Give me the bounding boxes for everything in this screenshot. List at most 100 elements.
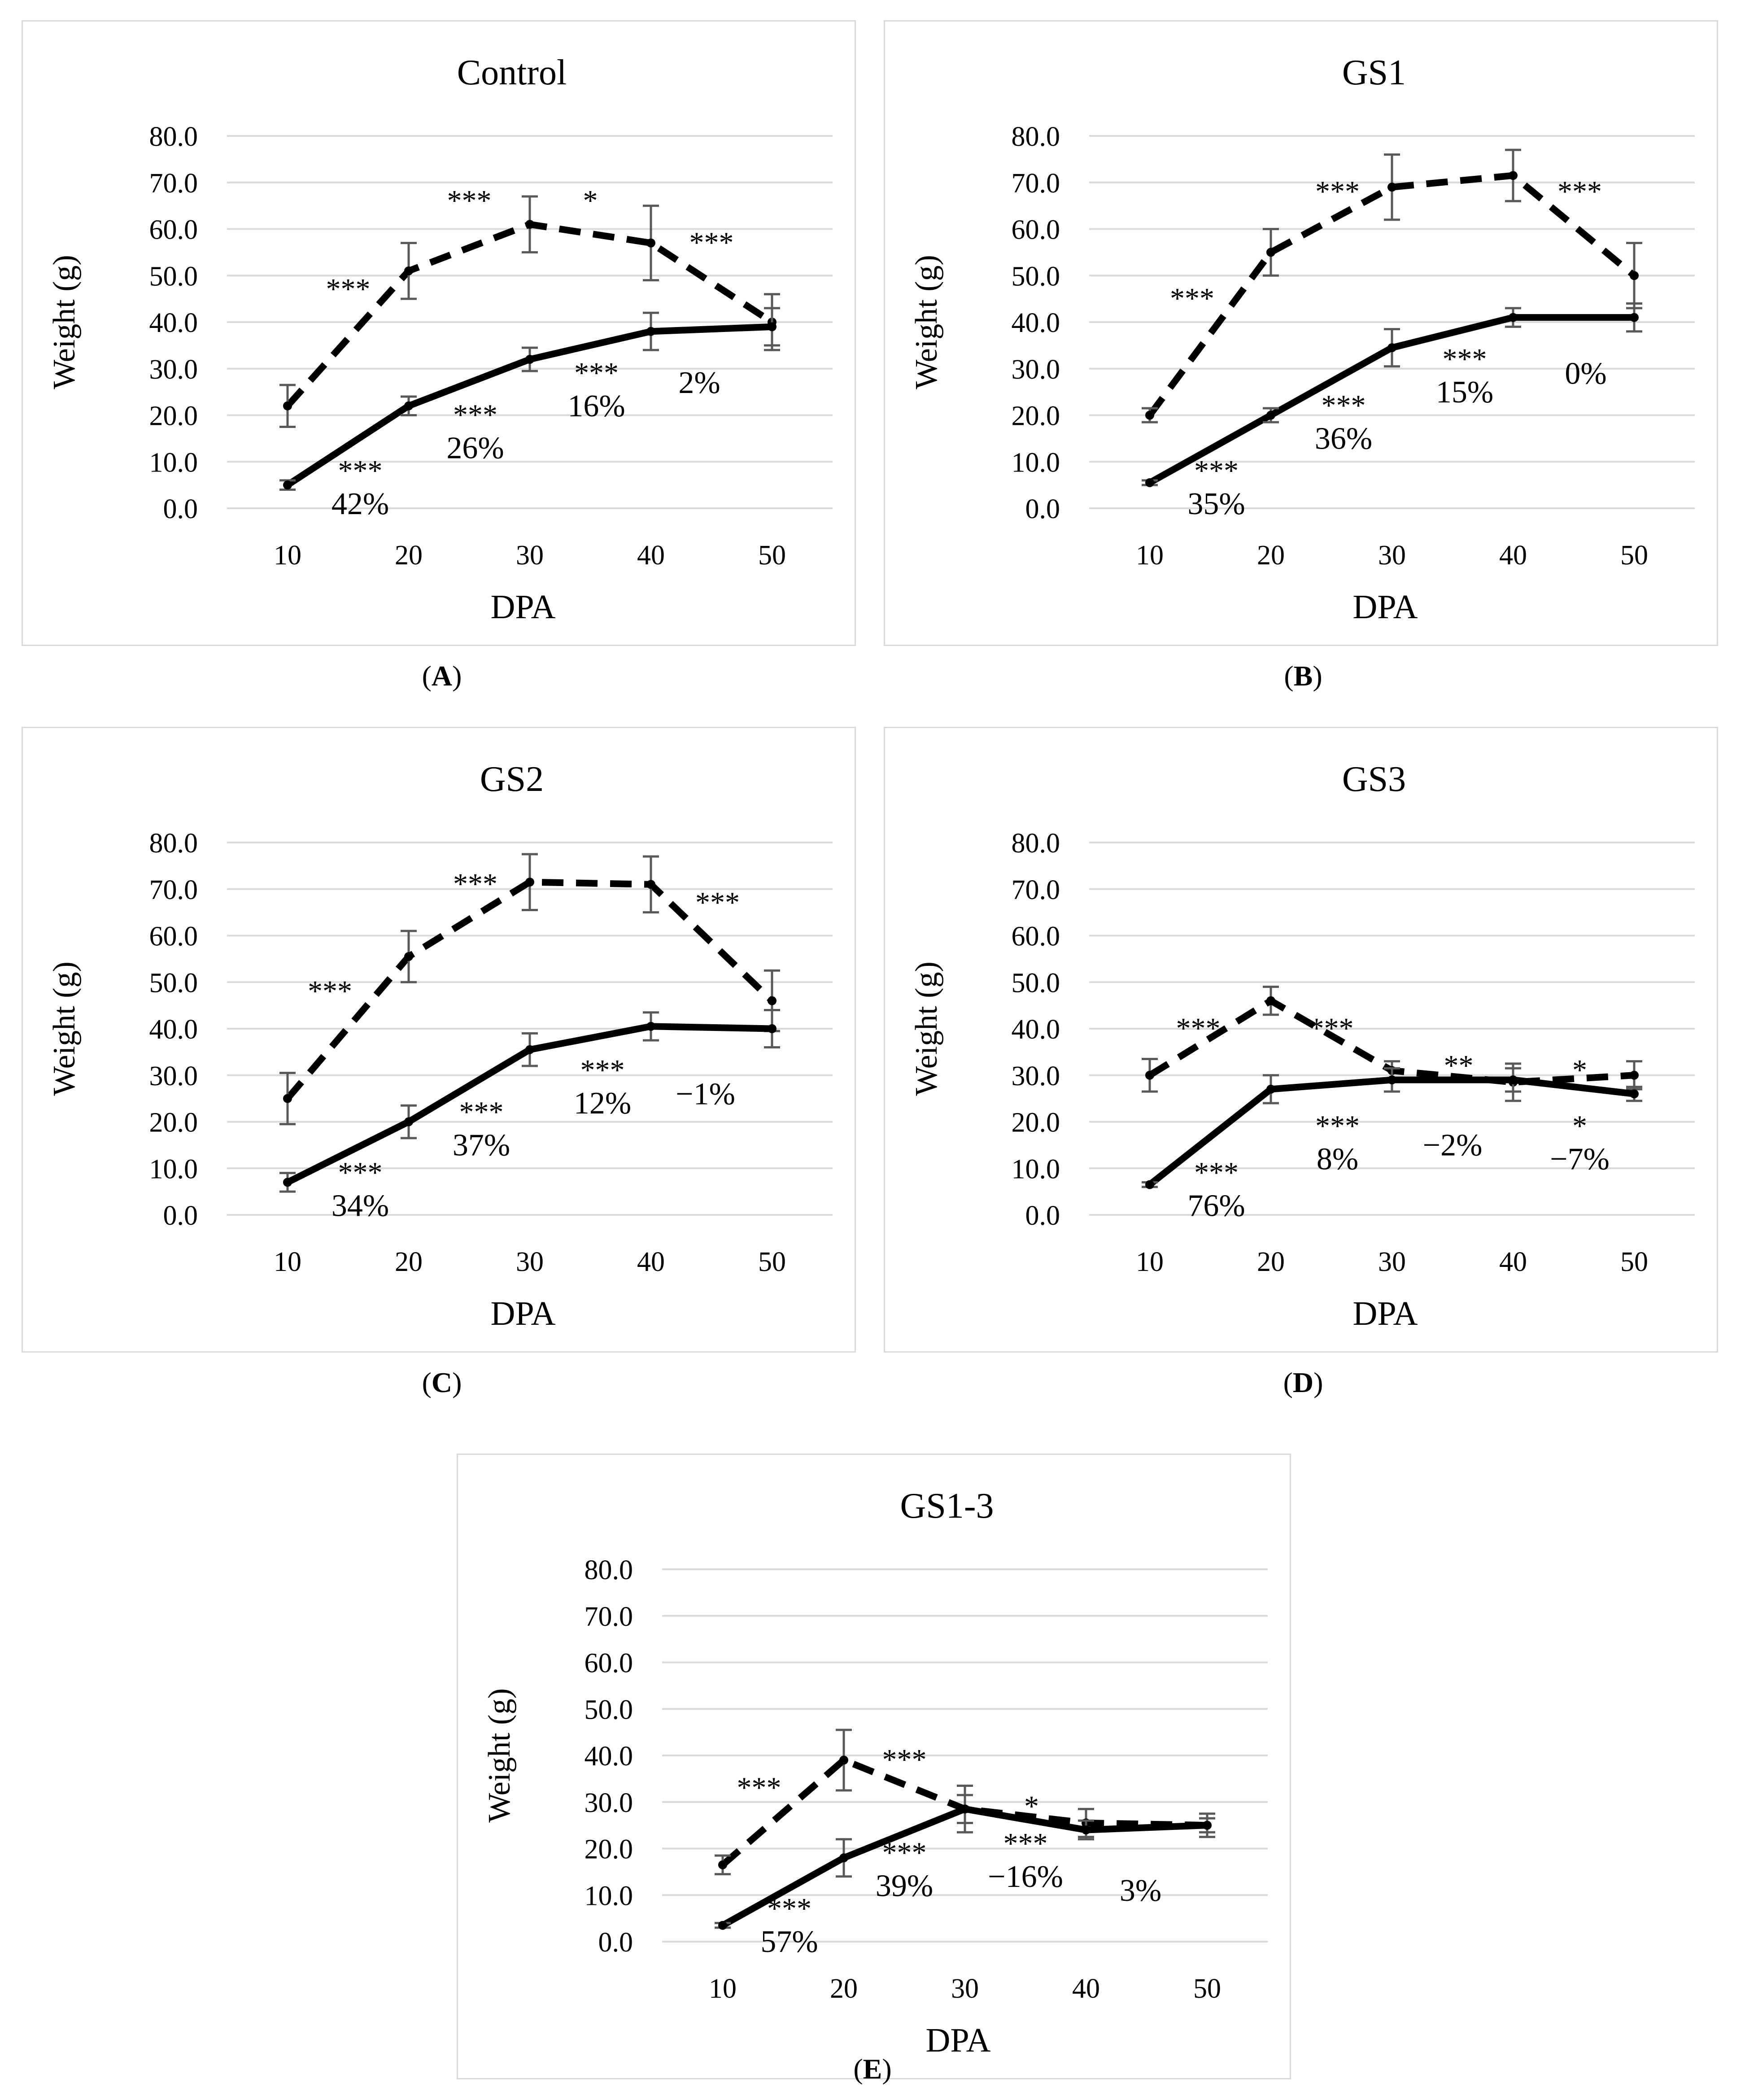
- y-tick-label: 80.0: [149, 828, 198, 859]
- data-point-solid: [1266, 410, 1275, 420]
- percent-change-label: 26%: [446, 431, 504, 465]
- y-tick-label: 30.0: [585, 1788, 633, 1818]
- x-axis-label: DPA: [1352, 588, 1418, 626]
- y-tick-label: 70.0: [585, 1602, 633, 1632]
- y-tick-label: 10.0: [1012, 1154, 1060, 1184]
- y-tick-label: 50.0: [1012, 261, 1060, 292]
- x-tick-label: 30: [516, 1247, 544, 1277]
- x-tick-label: 40: [1072, 1973, 1100, 2004]
- y-tick-label: 0.0: [163, 494, 198, 524]
- x-tick-label: 10: [274, 1247, 301, 1277]
- significance-label: ***: [1322, 389, 1366, 422]
- data-point-dashed: [718, 1860, 727, 1869]
- y-tick-label: 50.0: [149, 261, 198, 292]
- y-tick-label: 70.0: [149, 875, 198, 905]
- y-tick-label: 80.0: [149, 122, 198, 152]
- data-point-dashed: [839, 1755, 848, 1765]
- significance-label: ***: [580, 1054, 625, 1087]
- significance-label: ***: [326, 273, 371, 306]
- data-point-solid: [525, 355, 534, 364]
- y-tick-label: 20.0: [1012, 401, 1060, 432]
- y-tick-label: 20.0: [585, 1834, 633, 1865]
- significance-label: ***: [453, 398, 497, 431]
- data-point-solid: [646, 1022, 655, 1031]
- panel-caption: (D): [1283, 1367, 1323, 1398]
- percent-change-label: 35%: [1187, 487, 1245, 521]
- chart-svg: GS3 0.0 10.0 20.0 30.0 40.0 50.0 60.0 70.0 80.0 10…: [909, 760, 1695, 1332]
- data-point-dashed: [646, 238, 655, 248]
- y-tick-label: 80.0: [1012, 828, 1060, 859]
- data-point-solid: [1266, 1084, 1275, 1094]
- x-tick-label: 10: [1136, 540, 1164, 571]
- data-point-solid: [1509, 313, 1518, 322]
- chart-panel-b: GS1 0.0 10.0 20.0 30.0 40.0 50.0 60.0 70.0 80.0 10…: [884, 20, 1718, 646]
- x-tick-label: 30: [951, 1973, 979, 2004]
- x-axis-label: DPA: [925, 2021, 990, 2059]
- significance-label: ***: [882, 1743, 927, 1776]
- data-point-dashed: [404, 952, 413, 961]
- significance-label: ***: [689, 226, 734, 259]
- y-tick-label: 40.0: [1012, 1014, 1060, 1045]
- y-tick-label: 0.0: [1025, 1201, 1060, 1231]
- data-point-solid: [1145, 478, 1154, 487]
- significance-label: ***: [453, 868, 497, 900]
- data-point-dashed: [525, 220, 534, 229]
- x-tick-label: 40: [1499, 1247, 1527, 1277]
- y-tick-label: 70.0: [1012, 875, 1060, 905]
- x-tick-label: 20: [1257, 1247, 1285, 1277]
- significance-label: ***: [1194, 1156, 1239, 1189]
- percent-change-label: 15%: [1436, 375, 1493, 410]
- chart-svg: GS2 0.0 10.0 20.0 30.0 40.0 50.0 60.0 70.0 80.0 10…: [47, 760, 833, 1332]
- significance-label: ***: [308, 975, 352, 1008]
- percent-change-label: −7%: [1550, 1142, 1610, 1177]
- panel-caption: (E): [853, 2053, 892, 2085]
- percent-change-label: 57%: [760, 1925, 818, 1959]
- data-point-dashed: [646, 880, 655, 889]
- significance-label: ***: [1443, 343, 1487, 375]
- data-point-solid: [839, 1853, 848, 1863]
- significance-label: ***: [1194, 454, 1239, 487]
- y-tick-label: 70.0: [1012, 168, 1060, 199]
- y-tick-label: 40.0: [1012, 308, 1060, 338]
- significance-label: ***: [1309, 1012, 1354, 1045]
- y-tick-label: 30.0: [149, 354, 198, 385]
- data-point-dashed: [1266, 248, 1275, 257]
- percent-change-label: 3%: [1120, 1873, 1161, 1908]
- x-tick-label: 50: [758, 540, 786, 571]
- chart-svg: GS1-3 0.0 10.0 20.0 30.0 40.0 50.0 60.0 70.0 80.0…: [482, 1486, 1268, 2059]
- significance-label: *: [583, 184, 598, 217]
- y-tick-label: 80.0: [1012, 122, 1060, 152]
- data-point-solid: [525, 1045, 534, 1054]
- panel-caption: (B): [1284, 660, 1322, 692]
- series-line-dashed: [1147, 172, 1636, 417]
- percent-change-label: 36%: [1315, 422, 1372, 456]
- y-tick-label: 40.0: [149, 1014, 198, 1045]
- data-point-solid: [768, 322, 777, 332]
- y-tick-label: 30.0: [149, 1061, 198, 1091]
- significance-label: ***: [1170, 282, 1214, 315]
- significance-label: *: [1572, 1054, 1587, 1087]
- significance-label: ***: [1315, 175, 1360, 208]
- x-axis-label: DPA: [490, 588, 555, 626]
- chart-title: GS2: [480, 760, 544, 799]
- data-point-dashed: [768, 996, 777, 1005]
- x-tick-label: 50: [1620, 540, 1648, 571]
- x-tick-label: 40: [637, 1247, 665, 1277]
- y-tick-label: 20.0: [149, 401, 198, 432]
- y-tick-label: 50.0: [149, 968, 198, 998]
- significance-label: ***: [338, 1156, 383, 1189]
- y-tick-label: 0.0: [1025, 494, 1060, 524]
- chart-panel-e: GS1-3 0.0 10.0 20.0 30.0 40.0 50.0 60.0 70.0 80.0…: [457, 1454, 1291, 2079]
- y-tick-label: 60.0: [585, 1648, 633, 1679]
- x-axis-label: DPA: [490, 1295, 555, 1332]
- data-point-solid: [404, 401, 413, 410]
- data-point-solid: [1082, 1825, 1091, 1834]
- y-axis-label: Weight (g): [47, 961, 82, 1096]
- data-point-dashed: [283, 1094, 292, 1103]
- significance-label: *: [1572, 1110, 1587, 1143]
- data-point-dashed: [1630, 1070, 1639, 1080]
- y-axis-label: Weight (g): [482, 1688, 517, 1823]
- data-point-solid: [283, 1178, 292, 1187]
- y-tick-label: 80.0: [585, 1555, 633, 1585]
- y-tick-label: 70.0: [149, 168, 198, 199]
